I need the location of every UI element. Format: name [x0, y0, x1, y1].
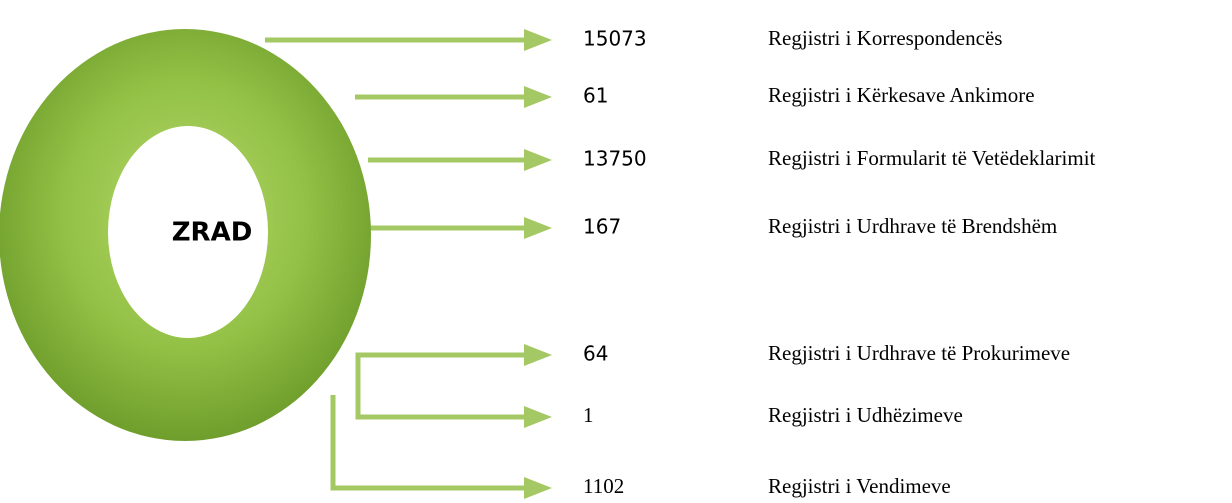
item-number: 1102 [583, 474, 624, 498]
item-number: 64 [583, 342, 608, 366]
item-label: Regjistri i Urdhrave të Brendshëm [768, 214, 1057, 238]
arrow-head [524, 344, 552, 366]
item-label: Regjistri i Urdhrave të Prokurimeve [768, 341, 1070, 365]
item-number: 13750 [583, 147, 647, 171]
center-label: ZRAD [172, 218, 253, 248]
arrow-line [355, 352, 524, 368]
arrow-head [524, 477, 552, 499]
arrow-head [524, 217, 552, 239]
arrow-head [524, 406, 552, 428]
item-number: 15073 [583, 27, 647, 51]
item-label: Regjistri i Korrespondencës [768, 26, 1002, 50]
arrow-line [355, 368, 524, 420]
arrows [265, 29, 552, 499]
item-number: 167 [583, 215, 621, 239]
arrow-head [524, 29, 552, 51]
item-label: Regjistri i Formularit të Vetëdeklarimit [768, 146, 1096, 170]
arrow-head [524, 149, 552, 171]
arrow-line [330, 395, 524, 491]
ring-hole [108, 126, 268, 338]
item-label: Regjistri i Vendimeve [768, 474, 951, 498]
item-label: Regjistri i Kërkesave Ankimore [768, 83, 1035, 107]
item-number: 1 [583, 403, 594, 427]
item-label: Regjistri i Udhëzimeve [768, 403, 963, 427]
item-number: 61 [583, 84, 608, 108]
arrow-head [524, 86, 552, 108]
